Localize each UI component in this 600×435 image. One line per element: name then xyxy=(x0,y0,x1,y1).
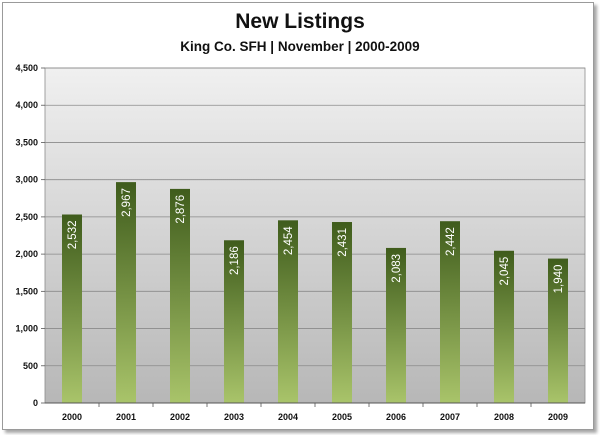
bar-2005 xyxy=(332,222,352,403)
data-label-2000: 2,532 xyxy=(67,221,79,250)
x-tick-label-2009: 2009 xyxy=(548,412,568,422)
x-tick-label-2007: 2007 xyxy=(440,412,460,422)
y-tick-label: 4,500 xyxy=(15,63,38,73)
bar-2006 xyxy=(386,247,406,403)
y-tick-label: 1,500 xyxy=(15,286,38,296)
bar-2002 xyxy=(170,188,190,403)
data-label-2003: 2,186 xyxy=(229,246,241,275)
x-tick-label-2001: 2001 xyxy=(116,412,136,422)
bar-2008 xyxy=(494,250,514,403)
data-label-2005: 2,431 xyxy=(337,228,349,257)
data-label-2009: 1,940 xyxy=(553,265,565,294)
bars: 2,532 2,967 2,876 2,186 2,454 2,431 2,083 2,442… xyxy=(62,182,568,403)
y-tick-label: 2,000 xyxy=(15,249,38,259)
x-tick-label-2003: 2003 xyxy=(224,412,244,422)
chart-title: New Listings xyxy=(235,10,365,33)
x-tick-label-2006: 2006 xyxy=(386,412,406,422)
chart-subtitle: King Co. SFH | November | 2000-2009 xyxy=(180,39,419,54)
y-tick-label: 3,500 xyxy=(15,137,38,147)
x-tick-label-2005: 2005 xyxy=(332,412,352,422)
data-label-2006: 2,083 xyxy=(391,254,403,283)
x-tick-label-2004: 2004 xyxy=(278,412,298,422)
bar-2009 xyxy=(548,258,568,403)
bar-2004 xyxy=(278,220,298,403)
bar-2000 xyxy=(62,214,82,403)
data-label-2008: 2,045 xyxy=(499,257,511,286)
y-tick-label: 4,000 xyxy=(15,100,38,110)
data-label-2001: 2,967 xyxy=(121,188,133,217)
x-tick-label-2002: 2002 xyxy=(170,412,190,422)
y-tick-label: 3,000 xyxy=(15,175,38,185)
x-tick-label-2008: 2008 xyxy=(494,412,514,422)
bar-2003 xyxy=(224,240,244,403)
x-tick-label-2000: 2000 xyxy=(62,412,82,422)
data-label-2004: 2,454 xyxy=(283,226,295,255)
y-tick-label: 1,000 xyxy=(15,324,38,334)
data-label-2007: 2,442 xyxy=(445,227,457,256)
x-axis-tick-labels: 2000 2001 2002 2003 2004 2005 2006 2007 2008 2009 xyxy=(62,403,568,422)
y-tick-label: 0 xyxy=(33,398,38,408)
bar-2001 xyxy=(116,182,136,403)
y-tick-label: 2,500 xyxy=(15,212,38,222)
y-axis-tick-labels: 0 500 1,000 1,500 2,000 2,500 3,000 3,500 4,000 4… xyxy=(15,63,45,408)
data-label-2002: 2,876 xyxy=(175,195,187,224)
y-tick-label: 500 xyxy=(23,361,38,371)
bar-2007 xyxy=(440,221,460,403)
